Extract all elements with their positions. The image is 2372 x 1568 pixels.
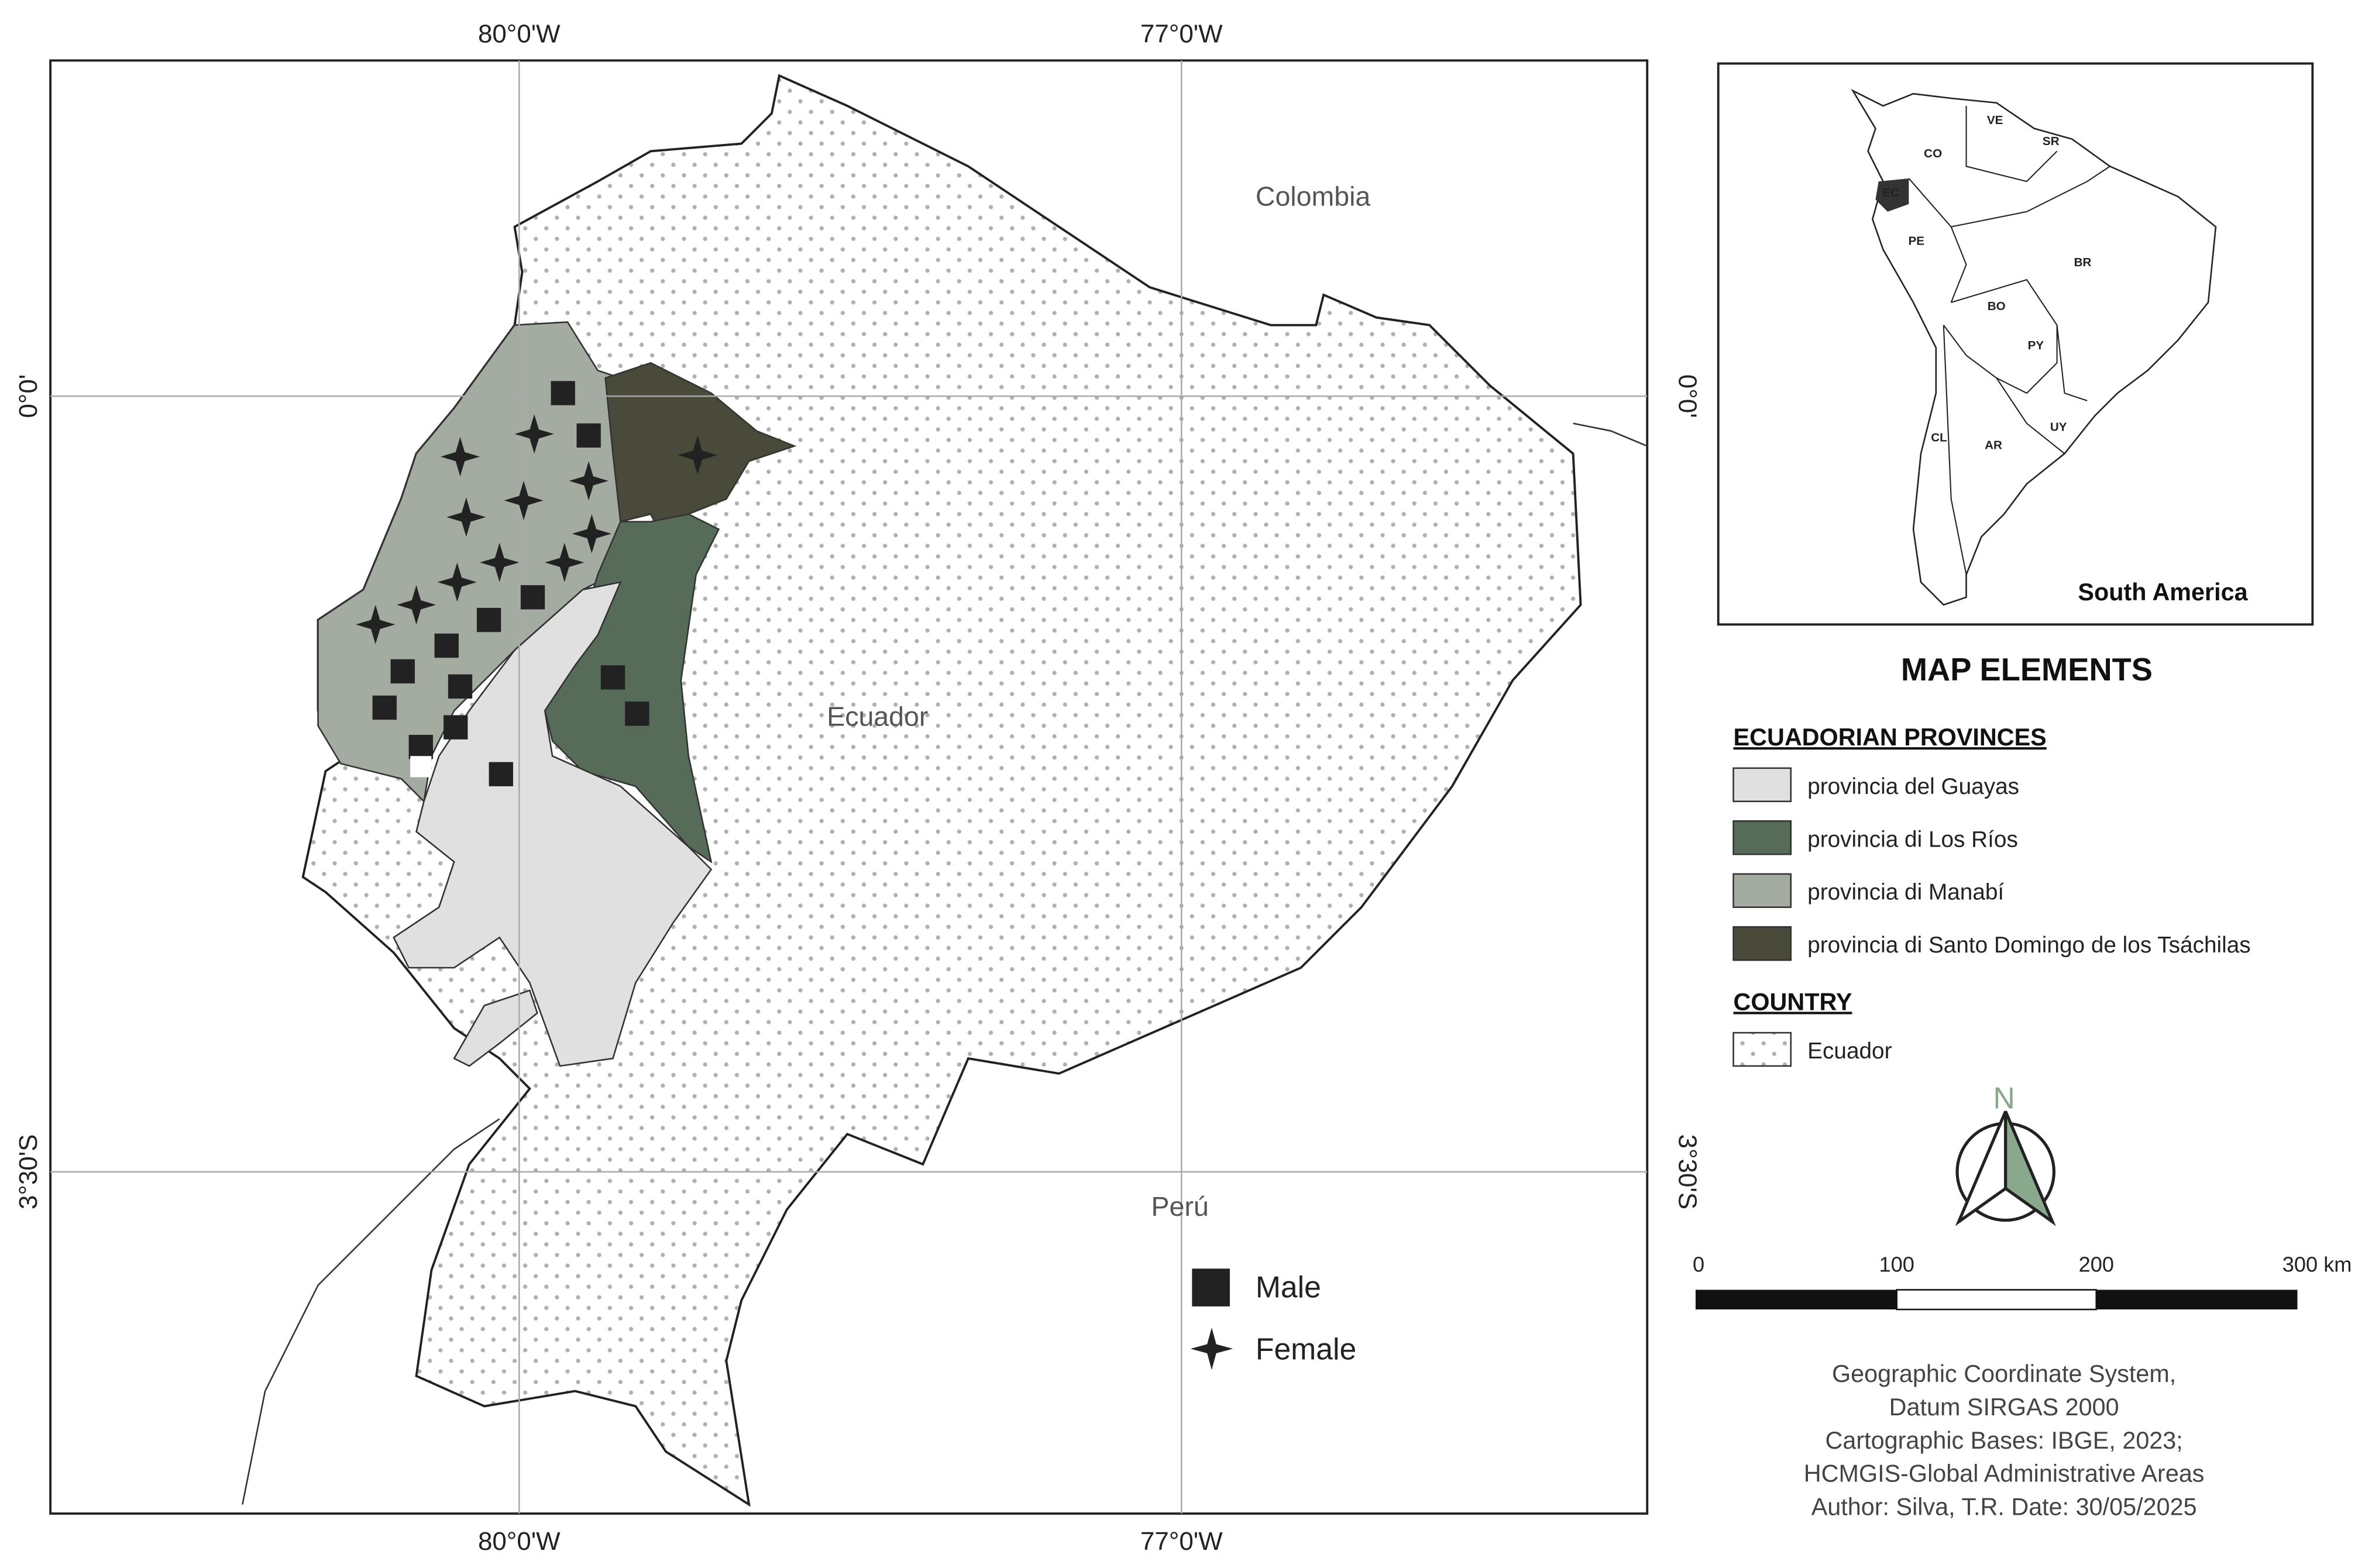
country-code: AR	[1985, 439, 2002, 452]
legend-item: provincia di Santo Domingo de los Tsáchi…	[1807, 933, 2250, 958]
sample-markers	[356, 381, 717, 786]
guayas-province	[393, 581, 713, 1067]
longitude-label: 77°0'W	[1140, 1527, 1223, 1556]
country-code: SR	[2043, 135, 2060, 148]
country-code: UY	[2050, 421, 2067, 434]
credit-line: Datum SIRGAS 2000	[1889, 1394, 2119, 1421]
male-marker	[600, 665, 625, 690]
female-marker	[678, 435, 717, 475]
country-code: BR	[2074, 256, 2092, 269]
female-marker	[446, 497, 486, 537]
peru-coast	[242, 1118, 500, 1505]
south-america	[1851, 88, 2217, 606]
swatch	[1732, 820, 1792, 855]
male-marker	[576, 423, 601, 448]
credit-line: Cartographic Bases: IBGE, 2023;	[1826, 1427, 2183, 1454]
country-code: BO	[1988, 300, 2006, 313]
scale-label: 300 km	[2282, 1252, 2352, 1276]
scale-label: 0	[1693, 1252, 1704, 1276]
male-marker	[551, 381, 575, 405]
inset-codes: VE CO SR EC PE BR BO PY CL AR UY	[1882, 114, 2092, 452]
country-code: EC	[1882, 186, 1899, 200]
female-marker	[569, 461, 609, 501]
swatch	[1732, 926, 1792, 961]
female-symbol	[1190, 1328, 1233, 1370]
country-label: Perú	[1151, 1191, 1209, 1222]
male-marker	[625, 702, 649, 726]
longitude-label: 77°0'W	[1140, 19, 1223, 48]
border-line	[1573, 422, 1648, 447]
credit-line: HCMGIS-Global Administrative Areas	[1804, 1460, 2205, 1487]
female-marker	[396, 585, 436, 625]
marker-white	[410, 756, 432, 778]
latitude-label: 0°0'	[14, 374, 43, 418]
legend-title: MAP ELEMENTS	[1901, 652, 2153, 687]
country-label: Colombia	[1256, 181, 1371, 211]
scale-segment	[1896, 1289, 2098, 1311]
male-symbol	[1192, 1268, 1230, 1306]
female-marker	[440, 436, 480, 477]
legend-label: Male	[1256, 1270, 1321, 1304]
longitude-label: 80°0'W	[478, 1527, 561, 1556]
male-marker	[476, 607, 501, 632]
male-marker	[372, 695, 397, 720]
credit-line: Geographic Coordinate System,	[1832, 1360, 2176, 1387]
legend-item: provincia del Guayas	[1807, 774, 2019, 799]
scale-label: 200	[2079, 1252, 2114, 1276]
male-marker	[489, 762, 513, 786]
female-marker	[480, 542, 520, 582]
ecuador-highlight	[1875, 178, 1909, 212]
north-label: N	[1993, 1081, 2015, 1115]
inset-borders	[1908, 105, 2110, 575]
legend-item: provincia di Los Ríos	[1807, 827, 2018, 852]
country-label: Ecuador	[827, 702, 928, 732]
legend-heading: ECUADORIAN PROVINCES	[1734, 724, 2047, 751]
north-arrow	[2004, 1110, 2056, 1226]
female-marker	[545, 542, 585, 582]
female-marker	[437, 562, 477, 602]
longitude-label: 80°0'W	[478, 19, 561, 48]
credits: Geographic Coordinate System, Datum SIRGA…	[1804, 1360, 2205, 1520]
latitude-label: 3°30'S	[14, 1134, 43, 1210]
legend-item: provincia di Manabí	[1807, 880, 2004, 905]
country-code: CO	[1924, 147, 1942, 160]
puna-island	[453, 989, 538, 1067]
legend-heading: COUNTRY	[1734, 988, 1852, 1015]
country-code: CL	[1931, 431, 1947, 445]
male-marker	[520, 585, 545, 610]
scale-segment	[2096, 1290, 2298, 1310]
legend-label: Female	[1256, 1332, 1356, 1366]
country-code: VE	[1987, 114, 2003, 127]
swatch	[1732, 1031, 1792, 1067]
country-code: PE	[1908, 235, 1924, 248]
male-marker	[390, 659, 415, 684]
male-marker	[448, 674, 473, 699]
latitude-label: 0°0'	[1673, 374, 1702, 418]
credit-line: Author: Silva, T.R. Date: 30/05/2025	[1811, 1494, 2197, 1521]
latitude-label: 3°30'S	[1673, 1134, 1702, 1210]
male-marker	[444, 715, 468, 740]
inset-title: South America	[2078, 579, 2248, 606]
legend-item: Ecuador	[1807, 1039, 1892, 1064]
female-marker	[514, 414, 554, 454]
male-marker	[408, 735, 433, 759]
female-marker	[356, 604, 396, 644]
swatch	[1732, 767, 1792, 803]
country-code: PY	[2028, 339, 2044, 352]
scale-segment	[1695, 1290, 1897, 1310]
female-marker	[504, 480, 544, 521]
male-marker	[434, 633, 459, 658]
swatch	[1732, 873, 1792, 908]
female-marker	[572, 514, 611, 553]
scale-label: 100	[1879, 1252, 1914, 1276]
